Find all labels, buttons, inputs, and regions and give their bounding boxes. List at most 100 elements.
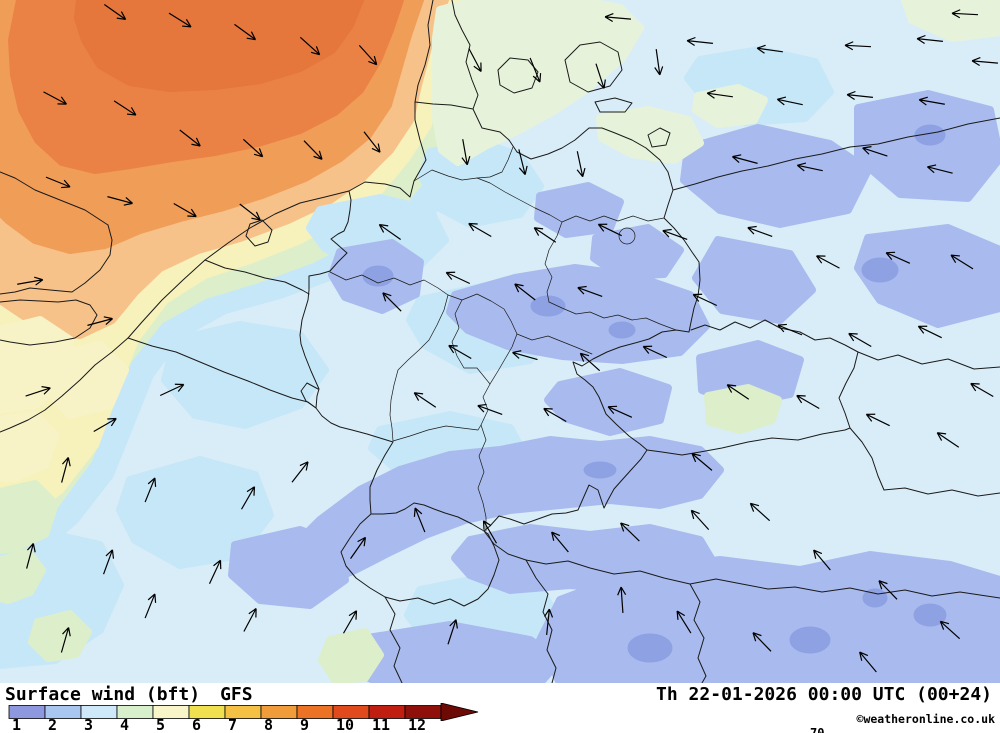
wind-arrow bbox=[732, 154, 758, 164]
map-shape bbox=[87, 316, 113, 326]
map-shape bbox=[60, 627, 71, 653]
map-shape bbox=[291, 461, 309, 483]
wind-arrow bbox=[144, 477, 157, 503]
poland-slovakia-border bbox=[857, 351, 1000, 370]
wind-arrows bbox=[17, 4, 999, 673]
wind-arrow bbox=[726, 384, 750, 400]
wind-arrow bbox=[447, 619, 458, 645]
wind-arrow bbox=[620, 522, 640, 542]
map-shape bbox=[544, 221, 563, 303]
map-shape bbox=[596, 106, 704, 164]
wind-arrow bbox=[813, 549, 831, 571]
map-shape bbox=[865, 413, 890, 427]
wind-arrow bbox=[936, 432, 960, 448]
map-shape bbox=[468, 222, 492, 238]
scale-number: 8 bbox=[264, 716, 274, 733]
map-shape bbox=[447, 293, 518, 385]
wind-arrow bbox=[291, 461, 309, 483]
map-shape bbox=[74, 0, 364, 92]
wind-arrow bbox=[848, 332, 872, 348]
map-shape bbox=[747, 225, 773, 238]
map-shape bbox=[234, 23, 257, 41]
timestamp: Th 22-01-2026 00:00 UTC (00+24) bbox=[656, 684, 992, 705]
map-shape bbox=[413, 392, 437, 408]
map-shape bbox=[482, 520, 498, 544]
map-shape bbox=[529, 57, 542, 83]
wind-arrow bbox=[970, 382, 994, 398]
map-shape bbox=[447, 619, 458, 645]
luxembourg-border bbox=[300, 382, 319, 409]
wind-arrow bbox=[654, 49, 664, 76]
map-shape bbox=[595, 63, 606, 89]
scale-number: 5 bbox=[156, 716, 166, 733]
map-shape bbox=[461, 139, 471, 166]
map-shape bbox=[816, 255, 840, 269]
map-shape bbox=[926, 164, 953, 174]
italy-border-2 bbox=[525, 559, 557, 683]
chart-title: Surface wind (bft) bbox=[5, 684, 201, 705]
map-shape bbox=[113, 100, 137, 116]
wind-arrow bbox=[17, 276, 44, 286]
wind-arrow bbox=[692, 293, 718, 307]
wind-arrow bbox=[939, 620, 961, 640]
wind-arrow bbox=[378, 223, 401, 240]
map-shape bbox=[692, 293, 718, 307]
map-shape bbox=[917, 325, 942, 339]
map-shape bbox=[448, 344, 472, 360]
wind-arrow bbox=[749, 502, 771, 522]
map-shape bbox=[107, 196, 133, 206]
wind-arrow bbox=[595, 63, 606, 89]
map-shape bbox=[530, 295, 566, 317]
map-shape bbox=[93, 417, 117, 433]
wind-field-shading bbox=[0, 0, 1000, 683]
wind-arrow bbox=[104, 4, 127, 21]
wind-arrow bbox=[971, 57, 999, 67]
funen-island bbox=[497, 57, 539, 94]
wind-arrow bbox=[113, 100, 137, 116]
wind-arrow bbox=[445, 271, 471, 285]
map-shape bbox=[680, 124, 872, 228]
scale-number: 1 bbox=[12, 716, 22, 733]
slovenia-border bbox=[689, 583, 707, 683]
map-shape bbox=[144, 593, 157, 619]
map-shape bbox=[173, 202, 197, 218]
wind-arrow bbox=[533, 227, 557, 243]
map-shape bbox=[228, 526, 349, 609]
map-shape bbox=[878, 580, 898, 600]
legend-bar: Surface wind (bft) GFS Th 22-01-2026 00:0… bbox=[0, 683, 1000, 733]
map-shape bbox=[17, 276, 44, 286]
map-shape bbox=[413, 507, 426, 533]
map-shape bbox=[342, 610, 358, 634]
map-shape bbox=[544, 608, 554, 635]
map-shape bbox=[358, 44, 378, 66]
wind-arrow bbox=[796, 162, 823, 172]
map-shape bbox=[45, 176, 71, 189]
map-shape bbox=[239, 203, 261, 221]
wind-arrow bbox=[61, 457, 71, 483]
wind-arrow bbox=[846, 90, 873, 100]
map-shape bbox=[44, 341, 129, 419]
map-shape bbox=[378, 223, 401, 240]
map-shape bbox=[25, 386, 51, 397]
wind-arrow bbox=[777, 323, 803, 336]
wind-arrow bbox=[885, 251, 911, 264]
map-shape bbox=[951, 9, 979, 19]
map-shape bbox=[512, 350, 538, 361]
wind-arrow bbox=[87, 316, 113, 326]
scale-number: 6 bbox=[192, 716, 202, 733]
copyright-link[interactable]: ©weatheronline.co.uk bbox=[856, 712, 995, 726]
wind-arrow bbox=[950, 254, 974, 270]
map-shape bbox=[692, 236, 816, 324]
map-shape bbox=[468, 48, 482, 72]
wind-arrow bbox=[686, 36, 713, 46]
wind-arrow bbox=[918, 96, 945, 106]
wind-arrow bbox=[413, 507, 426, 533]
map-shape bbox=[516, 333, 593, 355]
map-shape bbox=[597, 223, 622, 237]
germany-outline bbox=[299, 101, 701, 532]
ijsselmeer bbox=[245, 219, 273, 247]
nl-be-border bbox=[204, 259, 310, 295]
map-shape bbox=[242, 138, 264, 158]
map-shape bbox=[583, 461, 617, 479]
scale-number: 2 bbox=[48, 716, 58, 733]
